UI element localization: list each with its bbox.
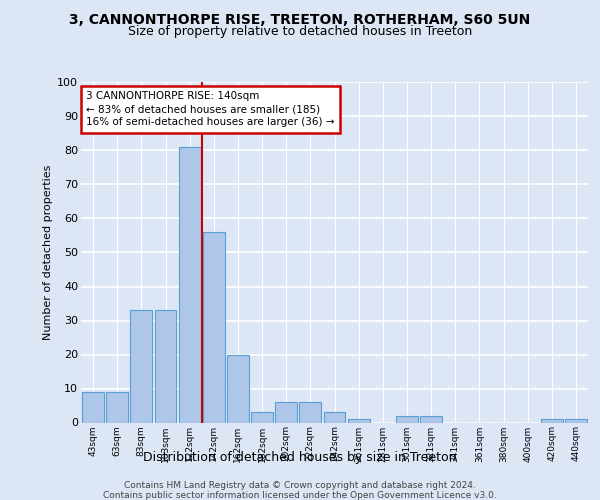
Text: Contains public sector information licensed under the Open Government Licence v3: Contains public sector information licen… xyxy=(103,490,497,500)
Bar xyxy=(179,147,200,422)
Bar xyxy=(396,416,418,422)
Bar xyxy=(541,419,563,422)
Bar xyxy=(565,419,587,422)
Text: 3 CANNONTHORPE RISE: 140sqm
← 83% of detached houses are smaller (185)
16% of se: 3 CANNONTHORPE RISE: 140sqm ← 83% of det… xyxy=(86,91,335,128)
Y-axis label: Number of detached properties: Number of detached properties xyxy=(43,165,53,340)
Bar xyxy=(82,392,104,422)
Bar xyxy=(251,412,273,422)
Bar xyxy=(275,402,297,422)
Text: Distribution of detached houses by size in Treeton: Distribution of detached houses by size … xyxy=(143,451,457,464)
Bar xyxy=(106,392,128,422)
Bar xyxy=(299,402,321,422)
Text: Size of property relative to detached houses in Treeton: Size of property relative to detached ho… xyxy=(128,25,472,38)
Bar xyxy=(155,310,176,422)
Bar xyxy=(130,310,152,422)
Bar xyxy=(203,232,224,422)
Bar xyxy=(323,412,346,422)
Text: 3, CANNONTHORPE RISE, TREETON, ROTHERHAM, S60 5UN: 3, CANNONTHORPE RISE, TREETON, ROTHERHAM… xyxy=(70,12,530,26)
Bar xyxy=(227,354,249,422)
Bar xyxy=(420,416,442,422)
Text: Contains HM Land Registry data © Crown copyright and database right 2024.: Contains HM Land Registry data © Crown c… xyxy=(124,480,476,490)
Bar xyxy=(348,419,370,422)
